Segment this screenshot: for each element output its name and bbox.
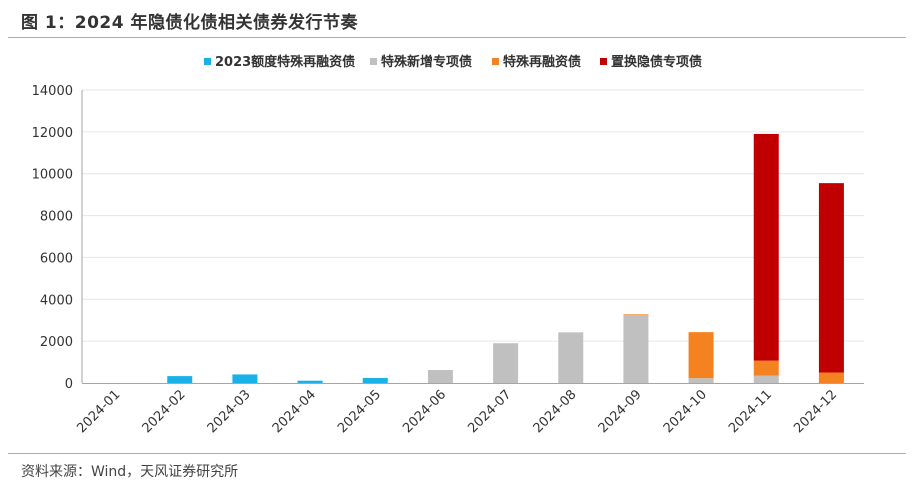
- bar-segment: [167, 376, 193, 383]
- y-tick-label: 14000: [32, 84, 73, 99]
- y-tick-label: 6000: [40, 251, 73, 266]
- bar-segment: [297, 380, 323, 383]
- legend-label: 特殊新增专项债: [381, 54, 472, 70]
- bar-segment: [688, 332, 714, 379]
- bar-segment: [818, 183, 844, 373]
- bar-segment: [753, 360, 779, 376]
- x-tick-label: 2024-11: [726, 387, 775, 436]
- legend-swatch: [370, 58, 377, 65]
- bar-segment: [818, 372, 844, 383]
- bar-segment: [623, 314, 649, 316]
- x-tick-label: 2024-05: [335, 387, 384, 436]
- bar-segment: [558, 332, 584, 383]
- bar-chart: 2023额度特殊再融资债 特殊新增专项债 特殊再融资债 置换隐债专项债 0 2000 40…: [32, 54, 864, 436]
- legend-label: 置换隐债专项债: [611, 54, 702, 70]
- chart-bars: [167, 133, 844, 383]
- bar-segment: [623, 315, 649, 383]
- source-note: 资料来源：Wind，天风证券研究所: [21, 464, 239, 480]
- legend-swatch: [204, 58, 211, 65]
- legend-label: 2023额度特殊再融资债: [215, 54, 355, 70]
- y-tick-label: 0: [65, 377, 73, 392]
- x-tick-label: 2024-01: [74, 387, 123, 436]
- legend-label: 特殊再融资债: [503, 54, 581, 70]
- y-tick-label: 8000: [40, 210, 73, 225]
- legend-swatch: [492, 58, 499, 65]
- y-tick-label: 4000: [40, 293, 73, 308]
- chart-legend: 2023额度特殊再融资债 特殊新增专项债 特殊再融资债 置换隐债专项债: [204, 54, 702, 70]
- y-tick-label: 2000: [40, 335, 73, 350]
- bar-segment: [493, 343, 519, 383]
- y-tick-label: 10000: [32, 168, 73, 183]
- bar-segment: [232, 374, 258, 383]
- x-tick-label: 2024-07: [465, 387, 514, 436]
- source-divider: [8, 453, 906, 454]
- legend-swatch: [600, 58, 607, 65]
- x-tick-label: 2024-12: [791, 387, 840, 436]
- bar-segment: [753, 375, 779, 383]
- chart-figure-title: 图 1：2024 年隐债化债相关债券发行节奏: [21, 13, 358, 33]
- bar-segment: [427, 370, 453, 383]
- title-divider: [8, 37, 906, 38]
- x-tick-label: 2024-06: [400, 387, 449, 436]
- x-tick-label: 2024-02: [140, 387, 189, 436]
- y-tick-label: 12000: [32, 126, 73, 141]
- x-axis: 2024-01 2024-02 2024-03 2024-04 2024-05 2024-…: [74, 387, 840, 436]
- y-axis: 0 2000 4000 6000 8000 10000 12000 14000: [32, 84, 864, 392]
- bar-segment: [753, 133, 779, 361]
- x-tick-label: 2024-03: [205, 387, 254, 436]
- bar-segment: [362, 377, 388, 383]
- x-tick-label: 2024-10: [661, 387, 710, 436]
- x-tick-label: 2024-08: [531, 387, 580, 436]
- bar-segment: [688, 378, 714, 383]
- chart-grid: [82, 89, 864, 342]
- x-tick-label: 2024-09: [596, 387, 645, 436]
- x-tick-label: 2024-04: [270, 387, 319, 436]
